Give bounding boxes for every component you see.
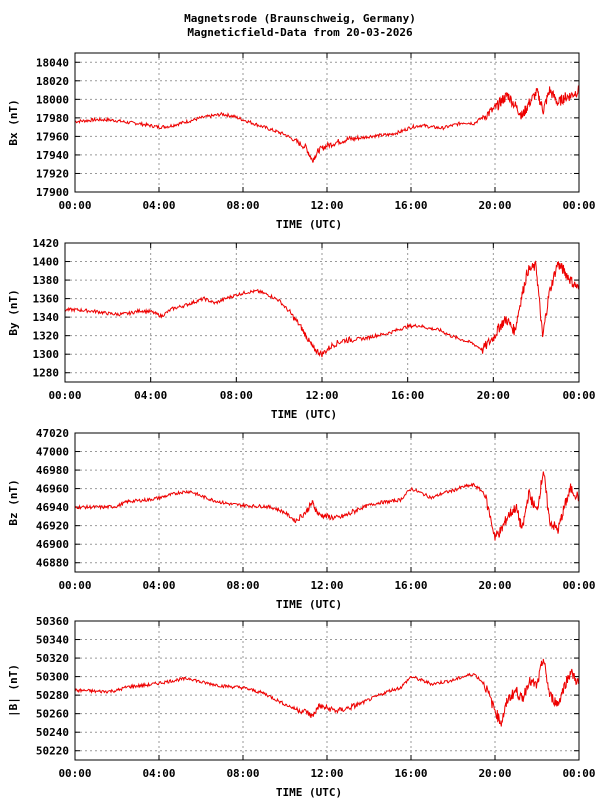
x-tick-label: 00:00 xyxy=(562,199,595,212)
x-tick-label: 00:00 xyxy=(58,767,91,780)
chart-title: Magnetsrode (Braunschweig, Germany) xyxy=(184,12,416,25)
plot-frame xyxy=(74,620,580,761)
data-series-line xyxy=(74,85,580,163)
chart-panel-1: 17900 17920 17940 17960 17980 18000 18020 18040… xyxy=(7,52,596,231)
x-tick-label: 12:00 xyxy=(310,579,343,592)
y-tick-label: 46920 xyxy=(36,520,69,533)
y-tick-label: 1420 xyxy=(33,237,60,250)
y-tick-label: 17920 xyxy=(36,167,69,180)
x-tick-label: 00:00 xyxy=(562,579,595,592)
x-axis-label: TIME (UTC) xyxy=(276,598,342,611)
x-tick-label: 16:00 xyxy=(391,389,424,402)
y-tick-label: 46900 xyxy=(36,538,69,551)
y-tick-label: 46880 xyxy=(36,557,69,570)
y-tick-label: 1380 xyxy=(33,274,60,287)
x-tick-label: 04:00 xyxy=(142,767,175,780)
x-tick-label: 00:00 xyxy=(562,767,595,780)
y-tick-label: 46940 xyxy=(36,501,69,514)
y-tick-label: 50280 xyxy=(36,689,69,702)
y-tick-label: 1300 xyxy=(33,348,60,361)
x-tick-label: 04:00 xyxy=(142,199,175,212)
chart-panel-4: 50220 50240 50260 50280 50300 50320 50340 50360… xyxy=(7,615,596,799)
y-tick-label: 1340 xyxy=(33,311,60,324)
y-tick-label: 1320 xyxy=(33,330,60,343)
y-tick-label: 1400 xyxy=(33,256,60,269)
data-series-line xyxy=(74,471,580,541)
y-tick-label: 1360 xyxy=(33,293,60,306)
y-tick-label: 18040 xyxy=(36,56,69,69)
x-tick-label: 20:00 xyxy=(477,389,510,402)
y-tick-label: 47000 xyxy=(36,446,69,459)
x-tick-label: 20:00 xyxy=(478,767,511,780)
data-series-line xyxy=(64,260,580,358)
x-tick-label: 20:00 xyxy=(478,199,511,212)
y-tick-label: 17960 xyxy=(36,130,69,143)
x-tick-label: 04:00 xyxy=(134,389,167,402)
x-tick-label: 16:00 xyxy=(394,767,427,780)
chart-panel-3: 46880 46900 46920 46940 46960 46980 47000 47020… xyxy=(7,427,596,611)
plot-frame xyxy=(74,432,580,573)
y-tick-label: 18020 xyxy=(36,75,69,88)
x-tick-label: 04:00 xyxy=(142,579,175,592)
y-axis-label: Bz (nT) xyxy=(7,479,20,525)
y-tick-label: 50240 xyxy=(36,726,69,739)
x-tick-label: 08:00 xyxy=(220,389,253,402)
plot-frame xyxy=(64,242,580,383)
x-tick-label: 16:00 xyxy=(394,579,427,592)
x-tick-label: 08:00 xyxy=(226,767,259,780)
x-axis-label: TIME (UTC) xyxy=(271,408,337,421)
chart-panel-2: 1280 1300 1320 1340 1360 1380 1400 1420 00:00 04:… xyxy=(7,237,596,421)
y-tick-label: 17900 xyxy=(36,186,69,199)
y-axis-label: |B| (nT) xyxy=(7,664,20,717)
x-tick-label: 12:00 xyxy=(305,389,338,402)
y-tick-label: 50340 xyxy=(36,634,69,647)
y-tick-label: 18000 xyxy=(36,93,69,106)
x-tick-label: 00:00 xyxy=(58,199,91,212)
x-tick-label: 00:00 xyxy=(58,579,91,592)
x-tick-label: 20:00 xyxy=(478,579,511,592)
y-tick-label: 50300 xyxy=(36,671,69,684)
y-tick-label: 50260 xyxy=(36,708,69,721)
y-tick-label: 50360 xyxy=(36,615,69,628)
y-tick-label: 46960 xyxy=(36,483,69,496)
x-tick-label: 12:00 xyxy=(310,767,343,780)
y-axis-label: Bx (nT) xyxy=(7,99,20,145)
y-tick-label: 46980 xyxy=(36,464,69,477)
x-tick-label: 12:00 xyxy=(310,199,343,212)
x-tick-label: 08:00 xyxy=(226,579,259,592)
chart-subtitle: Magneticfield-Data from 20-03-2026 xyxy=(187,26,413,39)
y-tick-label: 17980 xyxy=(36,112,69,125)
y-tick-label: 50220 xyxy=(36,745,69,758)
x-axis-label: TIME (UTC) xyxy=(276,218,342,231)
data-series-line xyxy=(74,658,580,727)
plot-frame xyxy=(74,52,580,193)
x-tick-label: 08:00 xyxy=(226,199,259,212)
y-tick-label: 47020 xyxy=(36,427,69,440)
y-tick-label: 50320 xyxy=(36,652,69,665)
x-axis-label: TIME (UTC) xyxy=(276,786,342,799)
y-tick-label: 1280 xyxy=(33,367,60,380)
x-tick-label: 00:00 xyxy=(562,389,595,402)
y-tick-label: 17940 xyxy=(36,149,69,162)
x-tick-label: 16:00 xyxy=(394,199,427,212)
x-tick-label: 00:00 xyxy=(48,389,81,402)
y-axis-label: By (nT) xyxy=(7,289,20,335)
